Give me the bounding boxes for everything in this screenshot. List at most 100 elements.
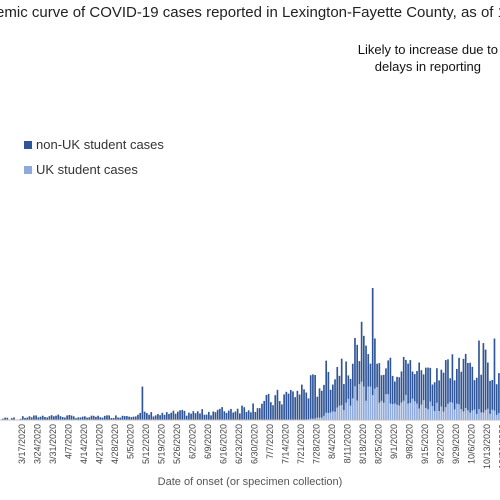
bar-uk-student [480,412,483,420]
bar-non-uk-student [478,340,480,410]
bar-non-uk-student [66,415,68,420]
bar-uk-student [495,414,498,420]
x-tick-label: 6/9/2020 [203,424,213,459]
bar-non-uk-student [267,393,270,420]
bar-non-uk-student [307,398,310,420]
bar-non-uk-student [30,417,33,420]
bar-non-uk-student [444,360,447,408]
bar-uk-student [475,413,478,420]
bar-non-uk-student [405,359,407,395]
bar-non-uk-student [22,416,24,420]
bar-non-uk-student [234,411,237,420]
bar-non-uk-student [460,371,463,410]
bar-non-uk-student [447,359,449,404]
x-tick-label: 10/6/2020 [467,424,477,464]
bar-non-uk-student [296,390,299,420]
bar-non-uk-student [208,411,210,420]
bar-non-uk-student [402,356,405,401]
bar-non-uk-student [325,360,328,413]
bar-non-uk-student [55,415,57,420]
bar-uk-student [332,411,334,420]
bar-non-uk-student [210,415,212,420]
bar-non-uk-student [214,412,217,420]
bar-uk-student [351,398,354,420]
bar-uk-student [371,395,374,420]
x-tick-label: 7/7/2020 [265,424,275,459]
bar-non-uk-student [243,407,246,420]
bar-non-uk-student [391,375,394,405]
bar-non-uk-student [438,380,440,412]
bar-non-uk-student [26,417,29,420]
annotation-line-2: delays in reporting [374,59,482,74]
x-tick-label: 4/7/2020 [64,424,74,459]
bar-non-uk-student [119,417,122,420]
bar-uk-student [460,409,463,420]
bar-non-uk-student [475,377,478,414]
bar-non-uk-student [75,418,77,420]
bar-non-uk-student [139,412,142,420]
bar-uk-student [422,400,425,420]
bar-non-uk-student [172,410,175,420]
bar-non-uk-student [294,397,297,420]
bar-uk-student [398,405,401,420]
bar-non-uk-student [183,410,186,420]
bar-non-uk-student [442,372,445,412]
bar-non-uk-student [59,416,62,420]
bar-non-uk-student [53,416,55,420]
legend-item-uk: UK student cases [24,162,138,177]
bar-non-uk-student [407,363,409,404]
x-tick-label: 9/1/2020 [389,424,399,459]
bar-non-uk-student [101,417,104,420]
bar-non-uk-student [152,416,155,420]
bar-non-uk-student [46,417,49,420]
bar-non-uk-student [236,408,239,420]
bar-non-uk-student [19,418,22,420]
bar-uk-student [471,410,474,420]
bar-non-uk-student [495,384,498,415]
bar-non-uk-student [431,384,434,407]
bar-non-uk-student [81,416,84,420]
bar-uk-student [493,410,496,420]
x-tick-label: 5/12/2020 [141,424,151,464]
x-tick-label: 7/21/2020 [296,424,306,464]
bar-uk-student [327,412,330,420]
x-tick-label: 9/15/2020 [420,424,430,464]
chart-title: Epidemic curve of COVID-19 cases reporte… [0,4,500,21]
bar-non-uk-student [358,361,361,385]
bars-group [2,288,500,420]
legend-swatch-uk [24,165,32,174]
bar-non-uk-student [190,413,192,420]
bar-uk-student [498,413,500,420]
bar-non-uk-student [451,354,454,403]
bar-non-uk-student [371,288,374,396]
bar-non-uk-student [72,416,75,420]
bar-uk-student [318,417,321,420]
bar-non-uk-student [64,417,66,420]
bar-non-uk-student [77,417,80,420]
bar-non-uk-student [334,379,336,412]
bar-non-uk-student [484,349,487,410]
x-tick-label: 8/11/2020 [343,424,353,463]
bar-uk-student [334,411,336,420]
bar-non-uk-student [10,418,13,420]
bar-uk-student [340,405,343,420]
bar-non-uk-student [498,373,500,414]
bar-non-uk-student [250,412,252,420]
x-tick-label: 6/16/2020 [219,424,229,464]
bar-non-uk-student [132,416,135,420]
bar-non-uk-student [482,343,485,413]
bar-uk-student [356,400,359,420]
bar-non-uk-student [382,374,385,403]
bar-non-uk-student [363,335,365,387]
bar-uk-student [376,387,378,420]
bar-non-uk-student [349,378,352,406]
bar-non-uk-student [123,416,126,420]
bar-non-uk-student [70,415,73,420]
bar-non-uk-student [159,415,161,420]
bar-uk-student [400,402,403,420]
bar-non-uk-student [128,416,130,420]
bar-non-uk-student [387,360,390,395]
bar-uk-student [429,401,432,420]
bar-non-uk-student [28,416,31,420]
bar-non-uk-student [338,375,341,406]
